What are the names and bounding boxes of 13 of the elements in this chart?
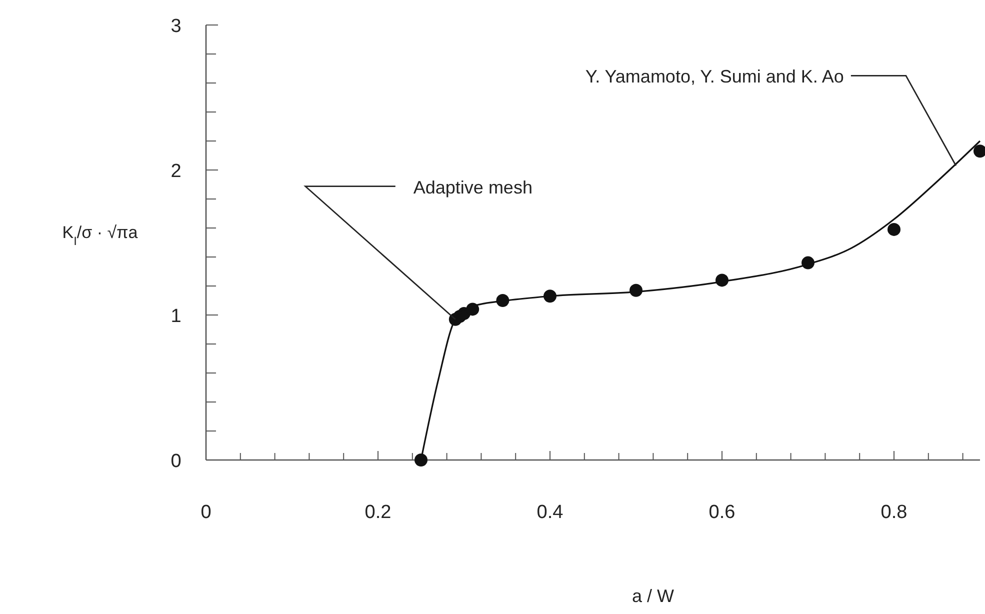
x-tick-label: 0 bbox=[200, 502, 212, 523]
x-axis-title: a / W bbox=[632, 586, 674, 606]
y-tick-label: 3 bbox=[170, 16, 182, 37]
y-axis-title: K$_{I}$/σ · √πa bbox=[62, 223, 138, 248]
x-tick-label: 0.2 bbox=[364, 502, 392, 523]
y-tick-label: 0 bbox=[170, 451, 182, 472]
x-tick-label: 0.4 bbox=[536, 502, 564, 523]
y-tick-label: 2 bbox=[170, 161, 182, 182]
x-tick-label: 0.8 bbox=[880, 502, 908, 523]
annotation: Adaptive mesh bbox=[413, 177, 532, 198]
y-tick-label: 1 bbox=[170, 306, 182, 327]
x-tick-label: 0.6 bbox=[708, 502, 736, 523]
annotation: Y. Yamamoto, Y. Sumi and K. Ao bbox=[585, 66, 844, 87]
